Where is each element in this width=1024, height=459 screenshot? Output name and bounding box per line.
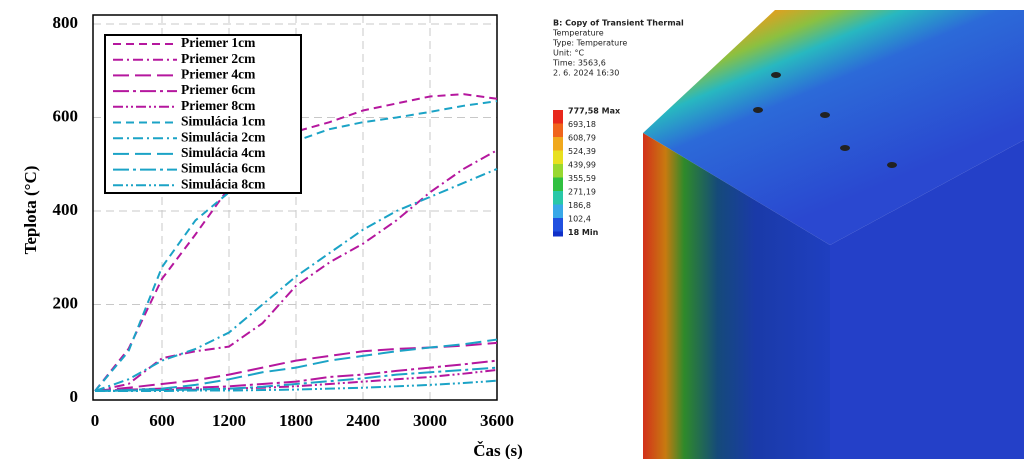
colorbar-band (553, 164, 563, 178)
legend-label: Simulácia 2cm (181, 129, 266, 144)
colorbar-label: 186,8 (568, 201, 591, 210)
colorbar-label: 693,18 (568, 120, 596, 129)
hole (820, 112, 830, 118)
hole (887, 162, 897, 168)
legend-label: Simulácia 1cm (181, 114, 266, 129)
y-tick-label: 400 (53, 200, 79, 219)
y-axis-label: Teplota (°C) (21, 166, 40, 255)
x-tick-label: 3000 (413, 411, 447, 430)
panel-info: Type: Temperature (552, 39, 627, 48)
hole (771, 72, 781, 78)
legend-label: Simulácia 4cm (181, 145, 266, 160)
data-line (94, 93, 498, 392)
cube-front (643, 133, 830, 459)
colorbar-band (553, 218, 563, 232)
x-tick-label: 0 (91, 411, 100, 430)
panel-info: Unit: °C (553, 49, 585, 58)
panel-info: Time: 3563,6 (552, 59, 606, 68)
legend-label: Priemer 8cm (181, 98, 256, 113)
x-tick-label: 600 (149, 411, 175, 430)
x-tick-label: 1200 (212, 411, 246, 430)
hole (753, 107, 763, 113)
colorbar-label: 102,4 (568, 215, 591, 224)
line-chart: Teplota (°C) Čas (s) 0 200 400 600 800 0 600 12… (21, 13, 523, 459)
legend-label: Priemer 6cm (181, 82, 256, 97)
colorbar-band (553, 204, 563, 218)
colorbar-bottom (553, 231, 563, 237)
colorbar-band (553, 137, 563, 151)
panel-title: B: Copy of Transient Thermal (553, 19, 684, 28)
colorbar-band (553, 110, 563, 124)
x-tick-label: 2400 (346, 411, 380, 430)
hole (840, 145, 850, 151)
data-line (95, 379, 498, 392)
colorbar-label: 271,19 (568, 188, 596, 197)
y-tick-label: 0 (70, 387, 79, 406)
y-tick-label: 600 (53, 106, 79, 125)
colorbar-label: 439,99 (568, 161, 596, 170)
colorbar-label: 355,59 (568, 174, 596, 183)
colorbar-label: 777,58 Max (568, 107, 621, 116)
data-line (94, 149, 498, 392)
legend-label: Priemer 4cm (181, 66, 256, 81)
data-line (94, 368, 498, 392)
x-tick-label: 3600 (480, 411, 514, 430)
legend-label: Priemer 2cm (181, 51, 256, 66)
colorbar-label: 524,39 (568, 147, 596, 156)
panel-info: Temperature (552, 29, 604, 38)
plot-frame (92, 14, 498, 401)
x-tick-label: 1800 (279, 411, 313, 430)
colorbar-label: 608,79 (568, 134, 596, 143)
colorbar-band (553, 191, 563, 205)
y-tick-label: 200 (53, 293, 79, 312)
thermal-panel: B: Copy of Transient Thermal Temperature… (552, 10, 1024, 459)
colorbar-label: 18 Min (568, 228, 599, 237)
cube-top (643, 10, 1024, 245)
colorbar-band (553, 150, 563, 164)
data-line (94, 338, 498, 392)
legend-label: Simulácia 8cm (181, 176, 266, 191)
panel-info: 2. 6. 2024 16:30 (553, 69, 619, 78)
colorbar-band (553, 177, 563, 191)
y-tick-label: 800 (53, 13, 79, 32)
legend-label: Priemer 1cm (181, 35, 256, 50)
colorbar-band (553, 123, 563, 137)
x-axis-label: Čas (s) (473, 441, 523, 459)
legend-box (104, 34, 302, 194)
data-line (94, 366, 498, 392)
cube-right (830, 140, 1024, 459)
legend-label: Simulácia 6cm (181, 161, 266, 176)
